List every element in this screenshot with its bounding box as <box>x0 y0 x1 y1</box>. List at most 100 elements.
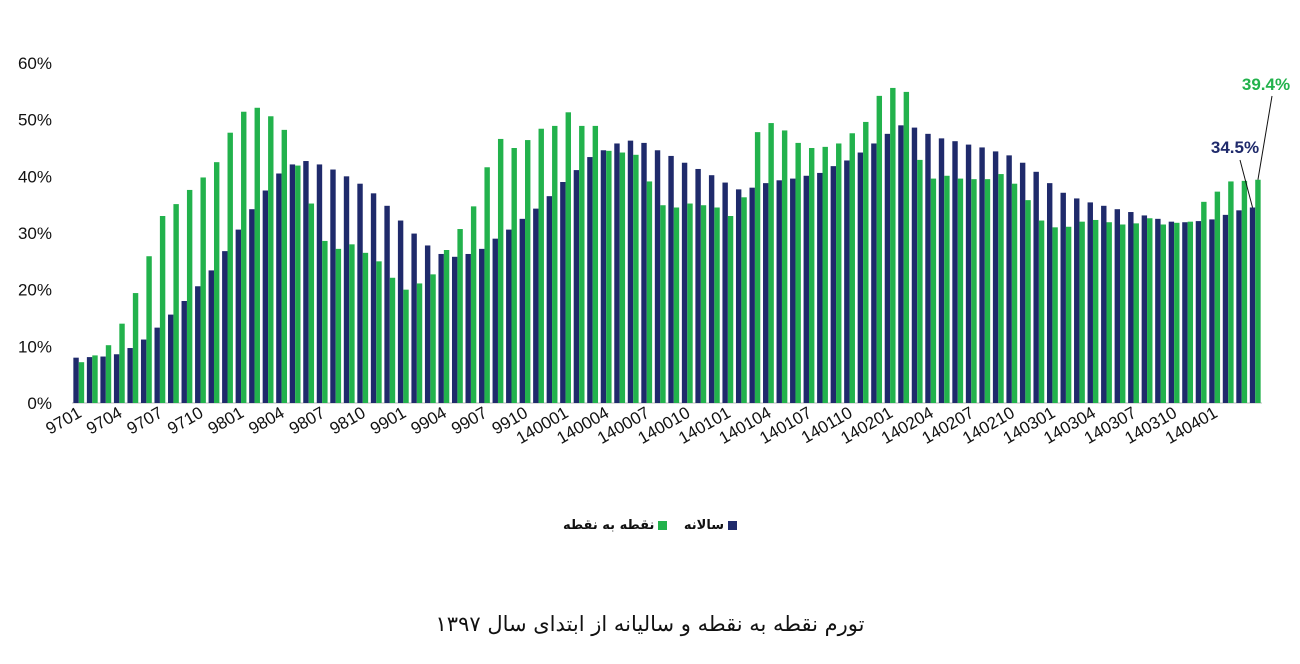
bar-annual <box>343 176 350 403</box>
bar-annual <box>763 183 769 403</box>
bar-annual <box>262 190 269 403</box>
bar-annual <box>641 142 647 403</box>
bar-point-to-point <box>416 283 423 403</box>
bar-point-to-point <box>119 323 125 403</box>
bar-point-to-point <box>687 203 693 403</box>
bar-annual <box>776 180 782 403</box>
bar-point-to-point <box>146 256 152 403</box>
bar-point-to-point <box>673 207 680 403</box>
bar-annual <box>749 187 755 403</box>
bar-point-to-point <box>443 250 450 403</box>
bar-annual <box>140 339 147 403</box>
bar-point-to-point <box>633 154 639 403</box>
bar-point-to-point <box>930 178 937 403</box>
bar-annual <box>614 143 620 403</box>
x-tick-label: 9807 <box>286 403 328 438</box>
bar-annual <box>1101 205 1107 403</box>
caption: تورم نقطه به نقطه و سالیانه از ابتدای سا… <box>435 612 865 636</box>
bar-point-to-point <box>565 112 571 404</box>
legend-label-point-to-point: نقطه به نقطه <box>562 518 655 533</box>
bar-point-to-point <box>1079 221 1085 403</box>
bar-point-to-point <box>1187 221 1194 403</box>
bar-point-to-point <box>511 148 517 403</box>
bar-point-to-point <box>903 91 910 404</box>
bar-annual <box>316 164 323 403</box>
bar-annual <box>992 151 999 403</box>
bar-point-to-point <box>971 179 977 403</box>
bar-point-to-point <box>1255 179 1261 403</box>
bar-annual <box>857 152 864 403</box>
bar-point-to-point <box>1160 224 1166 403</box>
bar-annual <box>817 172 823 403</box>
bar-point-to-point <box>579 125 585 404</box>
x-tick-label: 9904 <box>408 403 450 438</box>
bar-point-to-point <box>159 216 166 403</box>
bar-point-to-point <box>470 206 477 403</box>
bar-annual <box>1236 210 1242 403</box>
bar-annual <box>1195 221 1202 403</box>
bar-annual <box>668 155 674 403</box>
bar-point-to-point <box>646 181 653 403</box>
bar-annual <box>1074 198 1080 403</box>
bar-point-to-point <box>808 148 815 403</box>
bar-annual <box>208 270 214 403</box>
bar-point-to-point <box>457 229 463 403</box>
bar-annual <box>127 348 133 403</box>
bar-point-to-point <box>132 293 139 403</box>
bar-annual <box>1249 207 1256 403</box>
bar-point-to-point <box>822 146 828 403</box>
x-tick-label: 9710 <box>164 403 206 438</box>
x-tick-label: 9804 <box>245 403 287 438</box>
bar-point-to-point <box>322 240 328 403</box>
bar-point-to-point <box>254 107 260 404</box>
bar-point-to-point <box>349 244 355 403</box>
bar-annual <box>289 164 296 403</box>
bar-point-to-point <box>727 216 734 403</box>
legend-swatch-annual <box>728 521 738 530</box>
annotation-annual: 34.5% <box>1211 138 1259 157</box>
bar-annual <box>587 157 593 403</box>
bar-annual <box>506 229 512 403</box>
bar-point-to-point <box>1052 227 1058 403</box>
bar-point-to-point <box>917 159 923 403</box>
bar-point-to-point <box>1201 201 1207 403</box>
bar-point-to-point <box>890 87 896 403</box>
bar-annual <box>249 209 255 403</box>
bar-annual <box>790 178 796 403</box>
legend-item-point-to-point: نقطه به نقطه <box>562 518 668 533</box>
bar-annual <box>438 253 444 403</box>
bar-annual <box>100 356 106 403</box>
bar-point-to-point <box>1011 183 1018 403</box>
bar-annual <box>357 183 363 403</box>
bar-annual <box>560 182 566 403</box>
bar-annual <box>370 193 377 403</box>
bar-annual <box>1114 209 1121 403</box>
bar-annual <box>1182 222 1188 403</box>
bar-point-to-point <box>700 205 707 403</box>
bar-annual <box>871 143 877 403</box>
bar-annual <box>898 125 904 403</box>
bar-point-to-point <box>173 204 179 403</box>
bar-annual <box>1168 221 1175 403</box>
bar-annual <box>1128 212 1134 403</box>
x-tick-label: 9907 <box>448 403 490 438</box>
annotation-leader-annual <box>1239 159 1254 208</box>
bar-point-to-point <box>497 138 504 403</box>
bar-point-to-point <box>268 116 274 404</box>
bar-point-to-point <box>227 132 233 403</box>
bar-annual <box>1019 162 1026 403</box>
bar-point-to-point <box>538 128 544 403</box>
bar-annual <box>1141 215 1148 403</box>
bar-annual <box>465 253 471 403</box>
bar-annual <box>73 357 79 403</box>
bar-point-to-point <box>78 362 85 403</box>
annotation-leader-point-to-point <box>1257 95 1273 180</box>
annotations: 34.5% 39.4% <box>1211 75 1290 208</box>
y-tick-label: 20% <box>18 281 52 300</box>
bar-annual <box>627 140 634 403</box>
bar-annual <box>1006 155 1012 403</box>
bar-point-to-point <box>1228 181 1234 403</box>
bar-annual <box>397 220 404 403</box>
bar-point-to-point <box>484 167 490 403</box>
bar-point-to-point <box>105 345 112 403</box>
